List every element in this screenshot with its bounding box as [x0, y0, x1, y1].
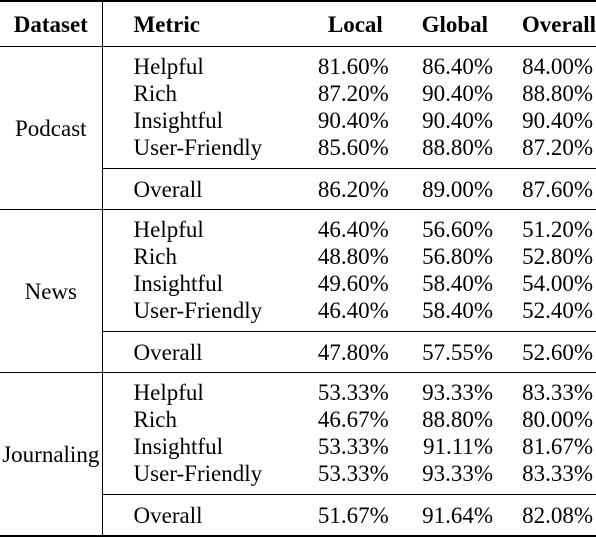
overall-cell: 87.20% [522, 135, 593, 160]
overall-cell: 83.33% [522, 461, 593, 486]
metric-cell: Insightful [133, 271, 223, 296]
overall-cell: 52.80% [522, 244, 593, 269]
header-local: Local [288, 0, 395, 47]
global-cell: 93.33% [422, 380, 494, 405]
dataset-cell: Podcast [0, 46, 103, 210]
table-row: User-Friendly 53.33% 93.33% 83.33% [0, 460, 596, 495]
local-cell: 53.33% [317, 434, 389, 459]
local-cell: 46.40% [317, 298, 389, 323]
header-metric: Metric [102, 0, 289, 47]
global-cell: 56.80% [422, 244, 494, 269]
global-cell: 93.33% [422, 461, 494, 486]
overall-global-cell: 91.64% [394, 494, 499, 537]
dataset-cell: News [0, 209, 103, 373]
header-global: Global [394, 0, 499, 47]
local-cell: 46.40% [317, 217, 389, 242]
global-cell: 58.40% [422, 298, 494, 323]
global-cell: 90.40% [422, 81, 494, 106]
table-row: User-Friendly 46.40% 58.40% 52.40% [0, 297, 596, 332]
local-cell: 85.60% [317, 135, 389, 160]
metric-cell: Helpful [133, 380, 204, 405]
table-row: Insightful 49.60% 58.40% 54.00% [0, 270, 596, 297]
metric-cell: User-Friendly [133, 461, 263, 486]
overall-global-cell: 57.55% [394, 331, 499, 373]
overall-cell: 81.67% [522, 434, 593, 459]
overall-cell: 90.40% [522, 108, 593, 133]
header-overall: Overall [498, 0, 596, 47]
table-row: Podcast Helpful 81.60% 86.40% 84.00% [0, 46, 596, 210]
table-body: Podcast Helpful 81.60% 86.40% 84.00% Rich 87.2… [0, 46, 596, 537]
metric-cell: Rich [133, 81, 177, 106]
overall-cell: 52.40% [522, 298, 593, 323]
metric-cell: User-Friendly [133, 298, 263, 323]
overall-cell: 83.33% [522, 380, 593, 405]
table-row: Insightful 90.40% 90.40% 90.40% [0, 107, 596, 134]
overall-cell: 54.00% [522, 271, 593, 296]
metric-cell: Helpful [133, 54, 204, 79]
local-cell: 87.20% [317, 81, 389, 106]
metric-cell: Insightful [133, 108, 223, 133]
overall-local-cell: 51.67% [288, 494, 395, 537]
table-row: Journaling Helpful 53.33% 93.33% 83.33% [0, 372, 596, 537]
overall-global-cell: 89.00% [394, 168, 499, 210]
table-row: User-Friendly 85.60% 88.80% 87.20% [0, 134, 596, 169]
local-cell: 48.80% [317, 244, 389, 269]
table-row: News Helpful 46.40% 56.60% 51.20% [0, 209, 596, 373]
overall-metric-cell: Overall [102, 168, 289, 210]
local-cell: 81.60% [317, 54, 389, 79]
table-row: Rich 46.67% 88.80% 80.00% [0, 406, 596, 433]
local-cell: 90.40% [317, 108, 389, 133]
metric-cell: User-Friendly [133, 135, 263, 160]
metric-cell: Insightful [133, 434, 223, 459]
global-cell: 56.60% [422, 217, 494, 242]
table-row: Rich 48.80% 56.80% 52.80% [0, 243, 596, 270]
overall-row: Overall 51.67% 91.64% 82.08% [0, 494, 596, 537]
overall-overall-cell: 52.60% [498, 331, 596, 373]
overall-local-cell: 47.80% [288, 331, 395, 373]
overall-row: Overall 47.80% 57.55% 52.60% [0, 331, 596, 373]
overall-metric-cell: Overall [102, 331, 289, 373]
header-dataset: Dataset [0, 0, 103, 47]
global-cell: 58.40% [422, 271, 494, 296]
overall-cell: 84.00% [522, 54, 593, 79]
local-cell: 46.67% [317, 407, 389, 432]
overall-overall-cell: 87.60% [498, 168, 596, 210]
overall-cell: 51.20% [522, 217, 593, 242]
metric-cell: Rich [133, 407, 177, 432]
metric-cell: Rich [133, 244, 177, 269]
global-cell: 88.80% [422, 135, 494, 160]
table-row: Insightful 53.33% 91.11% 81.67% [0, 433, 596, 460]
overall-overall-cell: 82.08% [498, 494, 596, 537]
overall-cell: 80.00% [522, 407, 593, 432]
overall-metric-cell: Overall [102, 494, 289, 537]
overall-local-cell: 86.20% [288, 168, 395, 210]
global-cell: 86.40% [422, 54, 494, 79]
dataset-cell: Journaling [0, 372, 103, 537]
metric-cell: Helpful [133, 217, 204, 242]
global-cell: 90.40% [422, 108, 494, 133]
local-cell: 49.60% [317, 271, 389, 296]
overall-row: Overall 86.20% 89.00% 87.60% [0, 168, 596, 210]
table-row: Rich 87.20% 90.40% 88.80% [0, 80, 596, 107]
header-row: Dataset Metric Local Global Overall [0, 0, 596, 47]
global-cell: 88.80% [422, 407, 494, 432]
global-cell: 91.11% [423, 434, 494, 459]
local-cell: 53.33% [317, 461, 389, 486]
local-cell: 53.33% [317, 380, 389, 405]
overall-cell: 88.80% [522, 81, 593, 106]
